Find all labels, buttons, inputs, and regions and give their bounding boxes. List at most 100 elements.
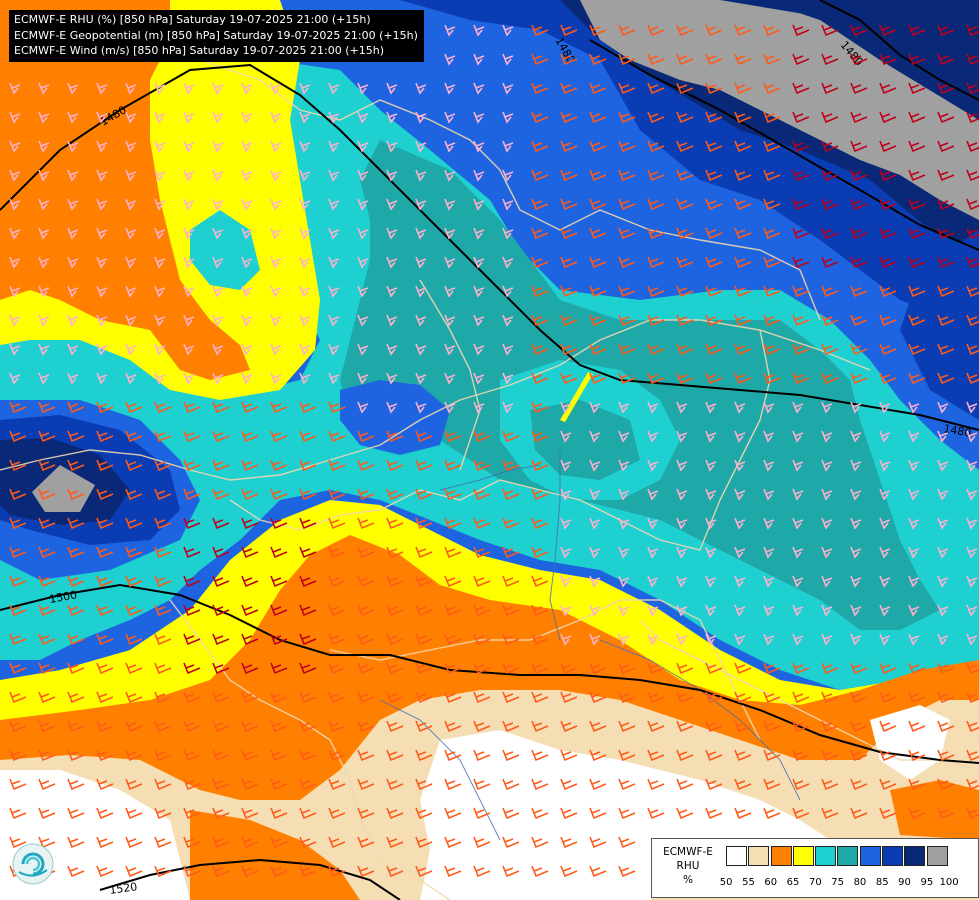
- wind-barb: [937, 691, 955, 704]
- wind-barb: [966, 749, 979, 762]
- wind-barb: [125, 372, 137, 385]
- wind-barb: [67, 633, 85, 646]
- wind-barb: [821, 314, 839, 327]
- wind-barb: [125, 575, 143, 588]
- wind-barb: [299, 82, 311, 95]
- wind-barb: [502, 430, 520, 443]
- wind-barb: [850, 807, 868, 820]
- wind-barb: [183, 633, 201, 646]
- wind-barb: [212, 111, 224, 124]
- wind-barb: [821, 517, 833, 530]
- wind-barb: [299, 575, 317, 588]
- wind-barb: [444, 314, 456, 327]
- wind-barb: [676, 314, 694, 327]
- legend-swatch: [859, 846, 881, 866]
- wind-barb: [212, 488, 230, 501]
- wind-barb: [792, 749, 810, 762]
- wind-barb: [531, 314, 549, 327]
- wind-barb: [647, 633, 659, 646]
- wind-barb: [705, 169, 723, 182]
- wind-barb: [763, 256, 781, 269]
- wind-barb: [125, 691, 143, 704]
- wind-barb: [299, 401, 317, 414]
- wind-barb: [270, 749, 288, 762]
- wind-barb: [502, 111, 514, 124]
- wind-barb: [647, 24, 665, 37]
- legend-swatch: [904, 846, 926, 866]
- wind-barb: [850, 227, 868, 240]
- wind-barb: [357, 140, 369, 153]
- wind-barb: [821, 140, 839, 153]
- wind-barb: [38, 662, 56, 675]
- contour-label: 1520: [109, 880, 139, 897]
- wind-barb: [502, 459, 520, 472]
- wind-barb: [415, 459, 433, 472]
- wind-barb: [647, 285, 665, 298]
- wind-barb: [560, 662, 578, 675]
- wind-barb: [328, 633, 346, 646]
- wind-barb: [125, 720, 143, 733]
- wind-barb: [618, 604, 630, 617]
- wind-barb: [821, 285, 839, 298]
- wind-barb: [444, 285, 456, 298]
- wind-barb: [705, 140, 723, 153]
- wind-barb: [386, 111, 398, 124]
- wind-barb: [444, 227, 456, 240]
- wind-barb: [676, 169, 694, 182]
- wind-barb: [386, 575, 404, 588]
- wind-barb: [154, 807, 172, 820]
- wind-barb: [676, 198, 694, 211]
- wind-barb: [618, 836, 636, 849]
- wind-barb: [937, 749, 955, 762]
- wind-barb: [299, 343, 311, 356]
- wind-barb: [763, 778, 781, 791]
- wind-barb: [444, 82, 456, 95]
- wind-barb: [647, 807, 665, 820]
- wind-barb: [444, 691, 462, 704]
- wind-barb: [473, 662, 491, 675]
- wind-barb: [763, 459, 775, 472]
- wind-barb: [154, 488, 172, 501]
- wind-barb: [270, 82, 282, 95]
- wind-barb: [821, 227, 839, 240]
- wind-barb: [183, 517, 201, 530]
- wind-barb: [154, 285, 166, 298]
- wind-barb: [879, 430, 891, 443]
- wind-barb: [908, 691, 926, 704]
- wind-barb: [908, 575, 920, 588]
- wind-barb: [879, 488, 891, 501]
- wind-barb: [38, 633, 56, 646]
- wind-barb: [473, 343, 485, 356]
- wind-barb: [676, 24, 694, 37]
- wind-barb: [705, 778, 723, 791]
- wind-barb: [96, 227, 108, 240]
- wind-barb: [937, 24, 955, 37]
- wind-barb: [937, 372, 955, 385]
- wind-barb: [966, 314, 979, 327]
- wind-barb: [705, 430, 717, 443]
- wind-barb: [270, 633, 288, 646]
- wind-barb: [125, 488, 143, 501]
- wind-barb: [270, 169, 282, 182]
- wind-barb: [647, 140, 665, 153]
- wind-barb: [705, 227, 723, 240]
- wind-barb: [966, 140, 979, 153]
- wind-barb: [386, 227, 398, 240]
- wind-barb: [328, 691, 346, 704]
- wind-barb: [67, 749, 85, 762]
- wind-barb: [96, 517, 114, 530]
- wind-barb: [879, 633, 891, 646]
- wind-barb: [96, 546, 114, 559]
- wind-barb: [937, 140, 955, 153]
- wind-barb: [299, 662, 317, 675]
- wind-barb: [386, 285, 398, 298]
- wind-barb: [270, 662, 288, 675]
- wind-barb: [734, 227, 752, 240]
- wind-barb: [154, 517, 172, 530]
- wind-barb: [9, 372, 21, 385]
- wind-barb: [589, 169, 607, 182]
- wind-barb: [357, 430, 375, 443]
- wind-barb: [444, 53, 456, 66]
- legend-swatch: [815, 846, 837, 866]
- wind-barb: [560, 227, 578, 240]
